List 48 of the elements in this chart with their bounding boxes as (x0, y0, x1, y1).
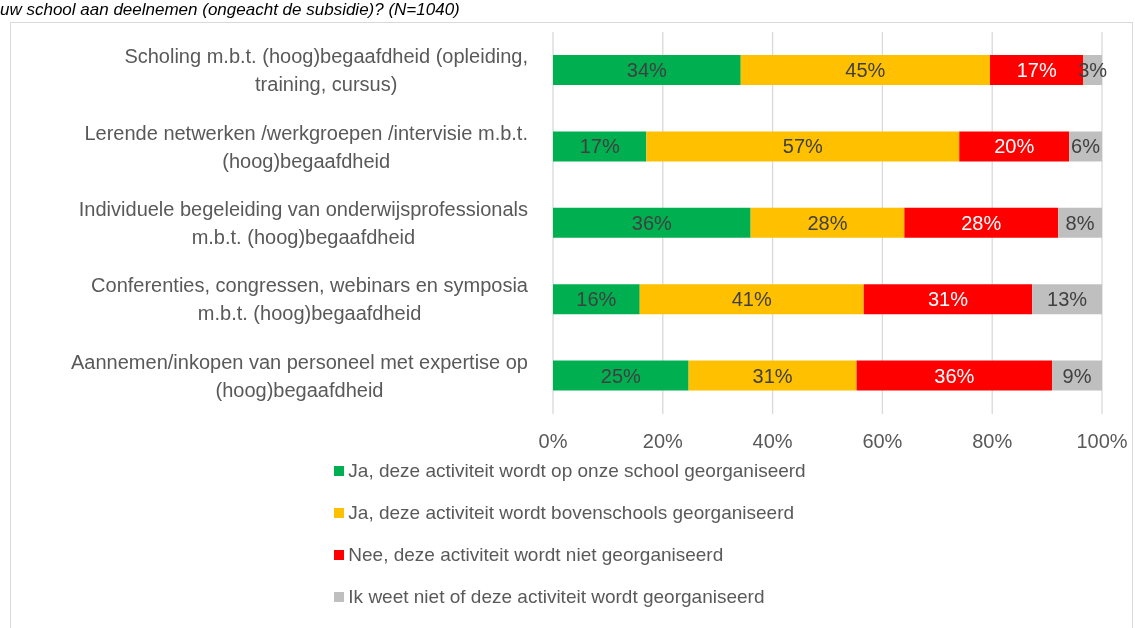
y-tick-label: Individuele begeleiding van onderwijsprofessionals m.b.t. (hoog)begaafdheid (78, 198, 528, 248)
x-tick-label: 0% (538, 430, 568, 453)
data-label: 17% (579, 135, 620, 158)
bar (553, 55, 741, 85)
bar (553, 131, 647, 162)
text: uw school aan deelnemen (ongeacht de subsidie)? (N=1040) (0, 0, 460, 20)
x-tick-label: 20% (642, 430, 684, 453)
data-label: 36% (631, 211, 673, 234)
x-tick-label: 60% (862, 430, 903, 453)
data-label: 31% (752, 364, 793, 387)
x-tick-label: 80% (972, 430, 1013, 453)
data-label: 31% (927, 288, 969, 311)
bar (740, 55, 990, 85)
data-label: 28% (807, 211, 848, 234)
data-label: 9% (1062, 364, 1092, 387)
bar (553, 207, 751, 238)
data-label: 25% (600, 364, 642, 387)
bar (959, 131, 1070, 162)
data-label: 34% (626, 59, 668, 81)
x-tick-label: 40% (752, 430, 793, 453)
data-label: 20% (994, 135, 1035, 158)
data-label: 36% (934, 364, 975, 387)
y-tick-label: Scholing m.b.t. (hoog)begaafdheid (opleiding, training, cursus) (124, 45, 528, 96)
y-tick-label: Conferenties, congressen, webinars en symposia m.b.t. (hoog)begaafdheid (91, 274, 529, 325)
y-tick-label: Lerende netwerken /werkgroepen /intervisie m.b.t. (hoog)begaafdheid (84, 121, 529, 172)
bar (553, 360, 689, 391)
bar (904, 207, 1059, 238)
legend-label: Ja, deze activiteit wordt bovenschools georganiseerd (348, 502, 795, 524)
bar (646, 131, 960, 162)
bar (750, 207, 905, 238)
legend-label: Ik weet niet of deze activiteit wordt georganiseerd (348, 586, 765, 608)
data-label: 13% (1047, 288, 1088, 311)
data-label: 41% (731, 288, 772, 311)
data-label: 28% (961, 211, 1002, 234)
legend-label: Nee, deze activiteit wordt niet georganiseerd (348, 544, 724, 566)
data-label: 8% (1065, 211, 1095, 234)
data-label: 45% (845, 59, 886, 81)
bar (688, 360, 857, 391)
legend-label: Ja, deze activiteit wordt op onze school georganiseerd (348, 460, 806, 482)
data-label: 57% (782, 135, 824, 158)
data-label: 6% (1071, 135, 1101, 158)
bar (639, 284, 864, 315)
y-tick-label: Aannemen/inkopen van personeel met expertise op (hoog)begaafdheid (71, 350, 528, 401)
x-tick-label: 100% (1076, 430, 1128, 453)
data-label: 17% (1016, 59, 1057, 81)
data-label: 16% (576, 288, 617, 311)
bar (856, 360, 1053, 391)
bar (863, 284, 1033, 315)
